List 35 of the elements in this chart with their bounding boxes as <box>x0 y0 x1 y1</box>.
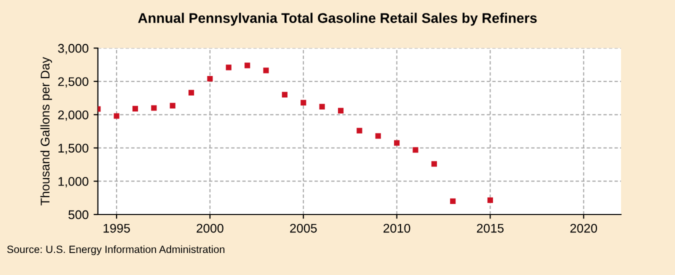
point <box>282 92 288 98</box>
point <box>319 104 325 110</box>
point <box>170 102 176 108</box>
y-axis-title: Thousand Gallons per Day <box>40 56 52 206</box>
x-tick-label: 1995 <box>104 224 130 233</box>
y-tick-label: 2,500 <box>58 77 88 88</box>
point <box>431 161 437 167</box>
point <box>338 108 344 114</box>
x-tick-label: 2000 <box>196 224 224 233</box>
y-tick-label: 500 <box>68 210 88 220</box>
source-note: Source: U.S. Energy Information Administration <box>7 245 224 256</box>
point <box>244 62 250 68</box>
point <box>151 105 157 111</box>
point <box>188 90 194 96</box>
point <box>132 106 138 112</box>
point <box>226 64 232 70</box>
point <box>356 128 362 134</box>
x-tick-label: 2005 <box>290 224 317 233</box>
y-tick-label: 1,000 <box>58 177 88 188</box>
x-tick-label: 2015 <box>476 224 504 233</box>
point <box>375 133 381 139</box>
point <box>487 197 493 203</box>
y-tick-label: 3,000 <box>58 44 88 54</box>
point <box>263 68 269 74</box>
point <box>412 147 418 153</box>
point <box>300 100 306 106</box>
point <box>207 76 213 82</box>
x-tick-label: 2020 <box>570 224 598 233</box>
x-tick-label: 2010 <box>384 224 410 233</box>
y-tick-label: 1,500 <box>58 144 88 154</box>
point <box>394 140 400 146</box>
chart-title: Annual Pennsylvania Total Gasoline Retail Sales by Refiners <box>138 12 537 26</box>
point <box>450 198 456 204</box>
y-tick-label: 2,000 <box>58 110 88 121</box>
point <box>114 113 120 119</box>
